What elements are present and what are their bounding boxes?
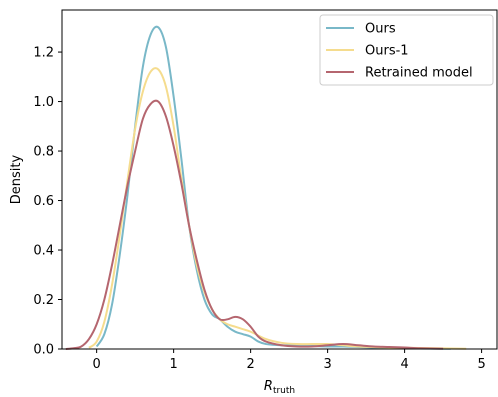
y-tick-label: 0.4 bbox=[33, 244, 54, 259]
plot-lines bbox=[65, 25, 467, 350]
x-tick-label: 5 bbox=[477, 357, 485, 372]
y-tick-label: 0.8 bbox=[33, 145, 54, 160]
y-tick-label: 1.2 bbox=[33, 46, 54, 61]
y-axis-label: Density bbox=[9, 154, 24, 204]
x-tick-label: 0 bbox=[93, 357, 101, 372]
x-axis-label-main: R bbox=[264, 379, 273, 394]
legend: Ours Ours-1 Retrained model bbox=[319, 14, 494, 86]
x-tick-label: 3 bbox=[323, 357, 331, 372]
legend-label: Ours-1 bbox=[365, 44, 409, 59]
y-axis-ticks: 0.0 0.2 0.4 0.6 0.8 1.0 1.2 bbox=[33, 46, 62, 358]
y-tick-label: 0.6 bbox=[33, 194, 54, 209]
legend-label: Retrained model bbox=[365, 66, 473, 81]
y-tick-label: 1.0 bbox=[33, 95, 54, 110]
x-axis-label-sub: truth bbox=[273, 386, 295, 396]
x-tick-label: 4 bbox=[400, 357, 408, 372]
series-line-2 bbox=[65, 99, 444, 350]
legend-box bbox=[319, 14, 494, 86]
x-tick-label: 2 bbox=[246, 357, 254, 372]
x-tick-label: 1 bbox=[169, 357, 177, 372]
plot-frame bbox=[61, 9, 498, 350]
y-tick-label: 0.0 bbox=[33, 343, 54, 358]
x-axis-ticks: 0 1 2 3 4 5 bbox=[93, 349, 486, 372]
legend-label: Ours bbox=[365, 22, 396, 37]
x-axis-label: Rtruth bbox=[264, 379, 295, 396]
y-tick-label: 0.2 bbox=[33, 293, 54, 308]
